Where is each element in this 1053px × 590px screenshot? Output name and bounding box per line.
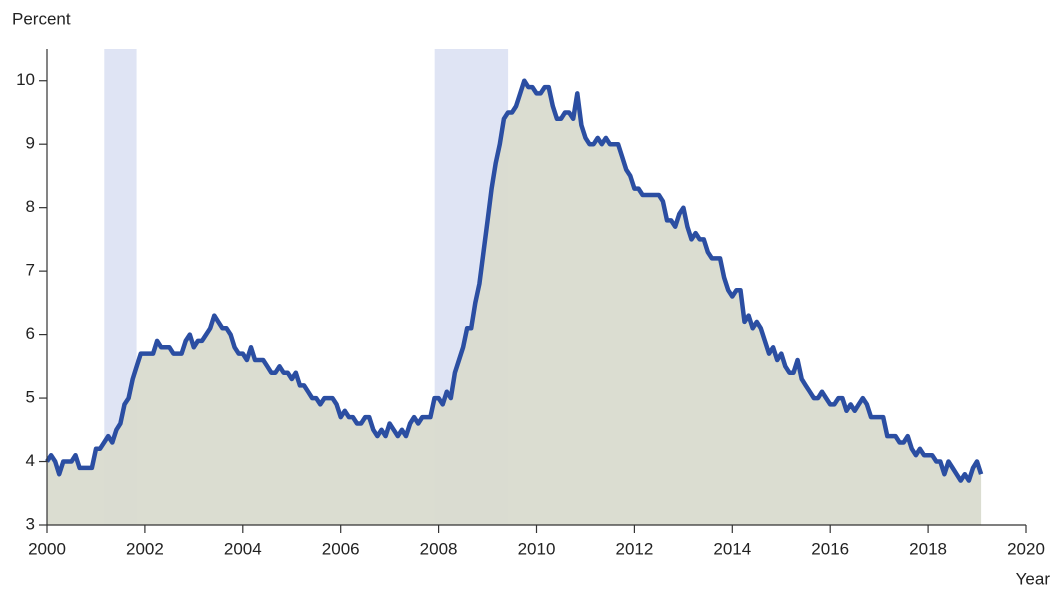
- x-tick-label: 2008: [420, 539, 458, 558]
- x-tick-label: 2010: [518, 539, 556, 558]
- x-tick-label: 2020: [1007, 539, 1045, 558]
- y-axis-label: Percent: [12, 9, 71, 28]
- y-tick-label: 4: [26, 451, 35, 470]
- y-tick-label: 6: [26, 324, 35, 343]
- x-tick-label: 2012: [615, 539, 653, 558]
- y-tick-label: 3: [26, 514, 35, 533]
- x-tick-label: 2006: [322, 539, 360, 558]
- x-tick-label: 2000: [28, 539, 66, 558]
- x-tick-label: 2016: [811, 539, 849, 558]
- y-tick-label: 7: [26, 261, 35, 280]
- x-axis-label: Year: [1016, 569, 1051, 588]
- y-tick-label: 10: [16, 70, 35, 89]
- y-tick-label: 8: [26, 197, 35, 216]
- area: [47, 80, 982, 525]
- x-tick-label: 2002: [126, 539, 164, 558]
- y-tick-label: 9: [26, 134, 35, 153]
- x-tick-label: 2004: [224, 539, 262, 558]
- line: [45, 78, 984, 483]
- x-tick-label: 2014: [713, 539, 751, 558]
- y-tick-label: 5: [26, 388, 35, 407]
- x-tick-label: 2018: [909, 539, 947, 558]
